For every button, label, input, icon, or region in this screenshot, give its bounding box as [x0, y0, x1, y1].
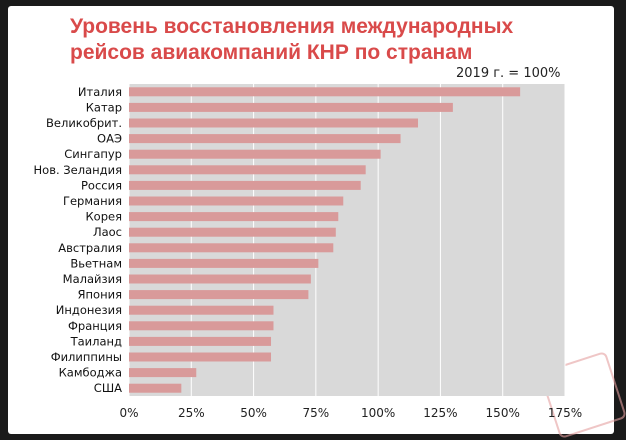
category-label: Великобрит.: [46, 116, 122, 130]
category-label: Нов. Зеландия: [34, 163, 122, 177]
category-label: Франция: [68, 319, 122, 333]
category-label: ОАЭ: [97, 132, 122, 146]
bar: [129, 321, 274, 331]
category-label: Сингапур: [64, 147, 122, 161]
chart-title: Уровень восстановления международных рей…: [70, 15, 514, 64]
x-tick-label: 175%: [548, 406, 582, 420]
category-label: Австралия: [58, 241, 122, 255]
bar: [129, 336, 272, 346]
category-label: Россия: [81, 178, 122, 192]
bar: [129, 243, 334, 253]
x-tick-label: 125%: [423, 406, 457, 420]
category-label: Индонезия: [56, 303, 122, 317]
plot-area: [129, 84, 565, 396]
x-tick-label: 100%: [361, 406, 395, 420]
bar: [129, 180, 361, 190]
bar: [129, 368, 197, 378]
bar: [129, 274, 311, 284]
x-tick-label: 0%: [119, 406, 138, 420]
bar: [129, 305, 274, 315]
x-tick-label: 25%: [178, 406, 205, 420]
category-label: Таиланд: [70, 334, 122, 348]
bar: [129, 149, 381, 159]
category-label: США: [94, 381, 122, 395]
category-label: Япония: [78, 288, 122, 302]
category-label: Корея: [86, 210, 123, 224]
x-tick-label: 50%: [240, 406, 267, 420]
bar: [129, 196, 344, 206]
category-label: Катар: [86, 100, 122, 114]
category-label: Филиппины: [51, 350, 122, 364]
bar: [129, 383, 182, 393]
chart-annotation: 2019 г. = 100%: [456, 66, 561, 81]
category-label: Камбоджа: [59, 366, 122, 380]
x-tick-label: 75%: [303, 406, 330, 420]
bar: [129, 87, 521, 97]
bar: [129, 352, 272, 362]
bar: [129, 227, 336, 237]
category-label: Германия: [63, 194, 122, 208]
bar: [129, 102, 453, 112]
x-tick-label: 150%: [486, 406, 520, 420]
bar: [129, 165, 366, 175]
bar: [129, 118, 419, 128]
bar: [129, 290, 309, 300]
bar: [129, 134, 401, 144]
category-label: Малайзия: [63, 272, 122, 286]
category-label: Италия: [78, 85, 122, 99]
category-label: Вьетнам: [70, 256, 122, 270]
category-label: Лаос: [93, 225, 122, 239]
bar: [129, 212, 339, 222]
bar: [129, 258, 319, 268]
